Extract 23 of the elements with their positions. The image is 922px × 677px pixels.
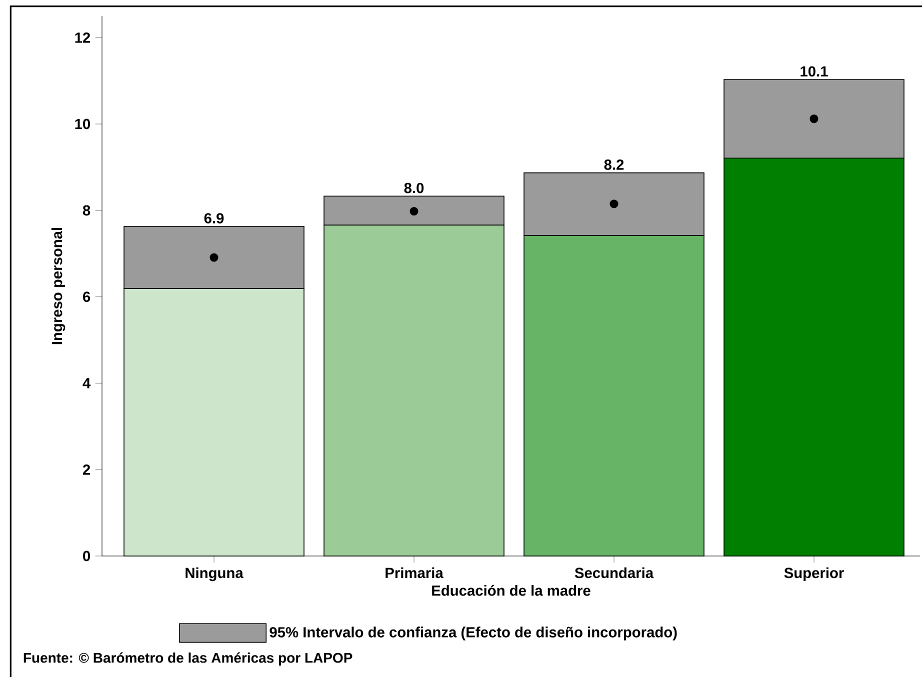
x-tick-label: Ninguna — [186, 567, 244, 582]
point — [410, 206, 418, 216]
x-tick-label: Secundaria — [574, 567, 654, 578]
y-axis-title: Ingreso personal — [51, 228, 66, 344]
data-label: 8.2 — [604, 160, 624, 170]
y-tick-label: 2 — [82, 464, 90, 475]
text: 95% Intervalo de confianza (Efecto de diseño incorporado) — [270, 626, 677, 640]
source-note: Fuente: © Barómetro de las Américas por LAPOP — [24, 652, 352, 666]
y-tick-label: 4 — [82, 378, 91, 388]
y-tick-label: 12 — [75, 32, 90, 43]
x-axis-title: Educación de la madre — [432, 584, 590, 596]
data-label: 8.0 — [404, 182, 424, 194]
point — [810, 114, 818, 124]
point — [210, 253, 218, 262]
y-tick-label: 0 — [83, 550, 90, 562]
y-tick-label: 10 — [75, 118, 90, 130]
y-tick-label: 8 — [82, 205, 90, 216]
y-tick-label: 6 — [83, 292, 90, 302]
x-tick-label: Superior — [784, 567, 844, 582]
point — [610, 200, 618, 208]
x-tick-label: Primaria — [386, 567, 444, 578]
data-label: 6.9 — [204, 213, 224, 224]
data-label: 10.1 — [800, 66, 828, 77]
